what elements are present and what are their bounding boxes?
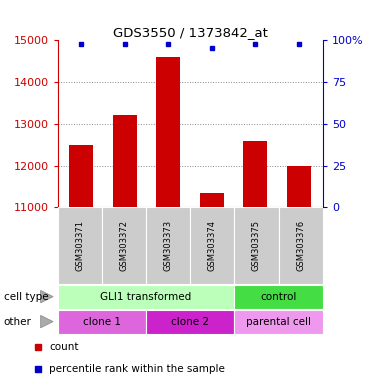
Bar [69,145,93,207]
Text: GSM303371: GSM303371 [75,220,84,271]
Text: GSM303376: GSM303376 [296,220,305,271]
Bar [102,207,146,284]
Bar [234,285,323,309]
Title: GDS3550 / 1373842_at: GDS3550 / 1373842_at [113,26,267,39]
Text: GSM303374: GSM303374 [208,220,217,271]
Text: GSM303373: GSM303373 [164,220,173,271]
Text: cell type: cell type [4,291,48,302]
Text: GSM303372: GSM303372 [119,220,128,271]
Bar [157,57,180,207]
Bar [113,116,137,207]
Bar [58,285,234,309]
Bar [58,207,102,284]
Bar [146,207,190,284]
Bar [190,207,234,284]
Text: percentile rank within the sample: percentile rank within the sample [49,364,225,374]
Text: other: other [4,316,32,327]
Bar [234,310,323,334]
Bar [58,310,146,334]
Text: clone 1: clone 1 [83,316,121,327]
Text: GSM303375: GSM303375 [252,220,261,271]
Polygon shape [41,290,53,303]
Bar [200,193,224,207]
Bar [243,141,267,207]
Text: count: count [49,342,79,352]
Bar [279,207,323,284]
Text: parental cell: parental cell [246,316,311,327]
Bar [146,310,234,334]
Text: GLI1 transformed: GLI1 transformed [100,291,191,302]
Bar [234,207,279,284]
Bar [287,166,311,207]
Text: clone 2: clone 2 [171,316,209,327]
Polygon shape [41,315,53,328]
Text: control: control [260,291,297,302]
